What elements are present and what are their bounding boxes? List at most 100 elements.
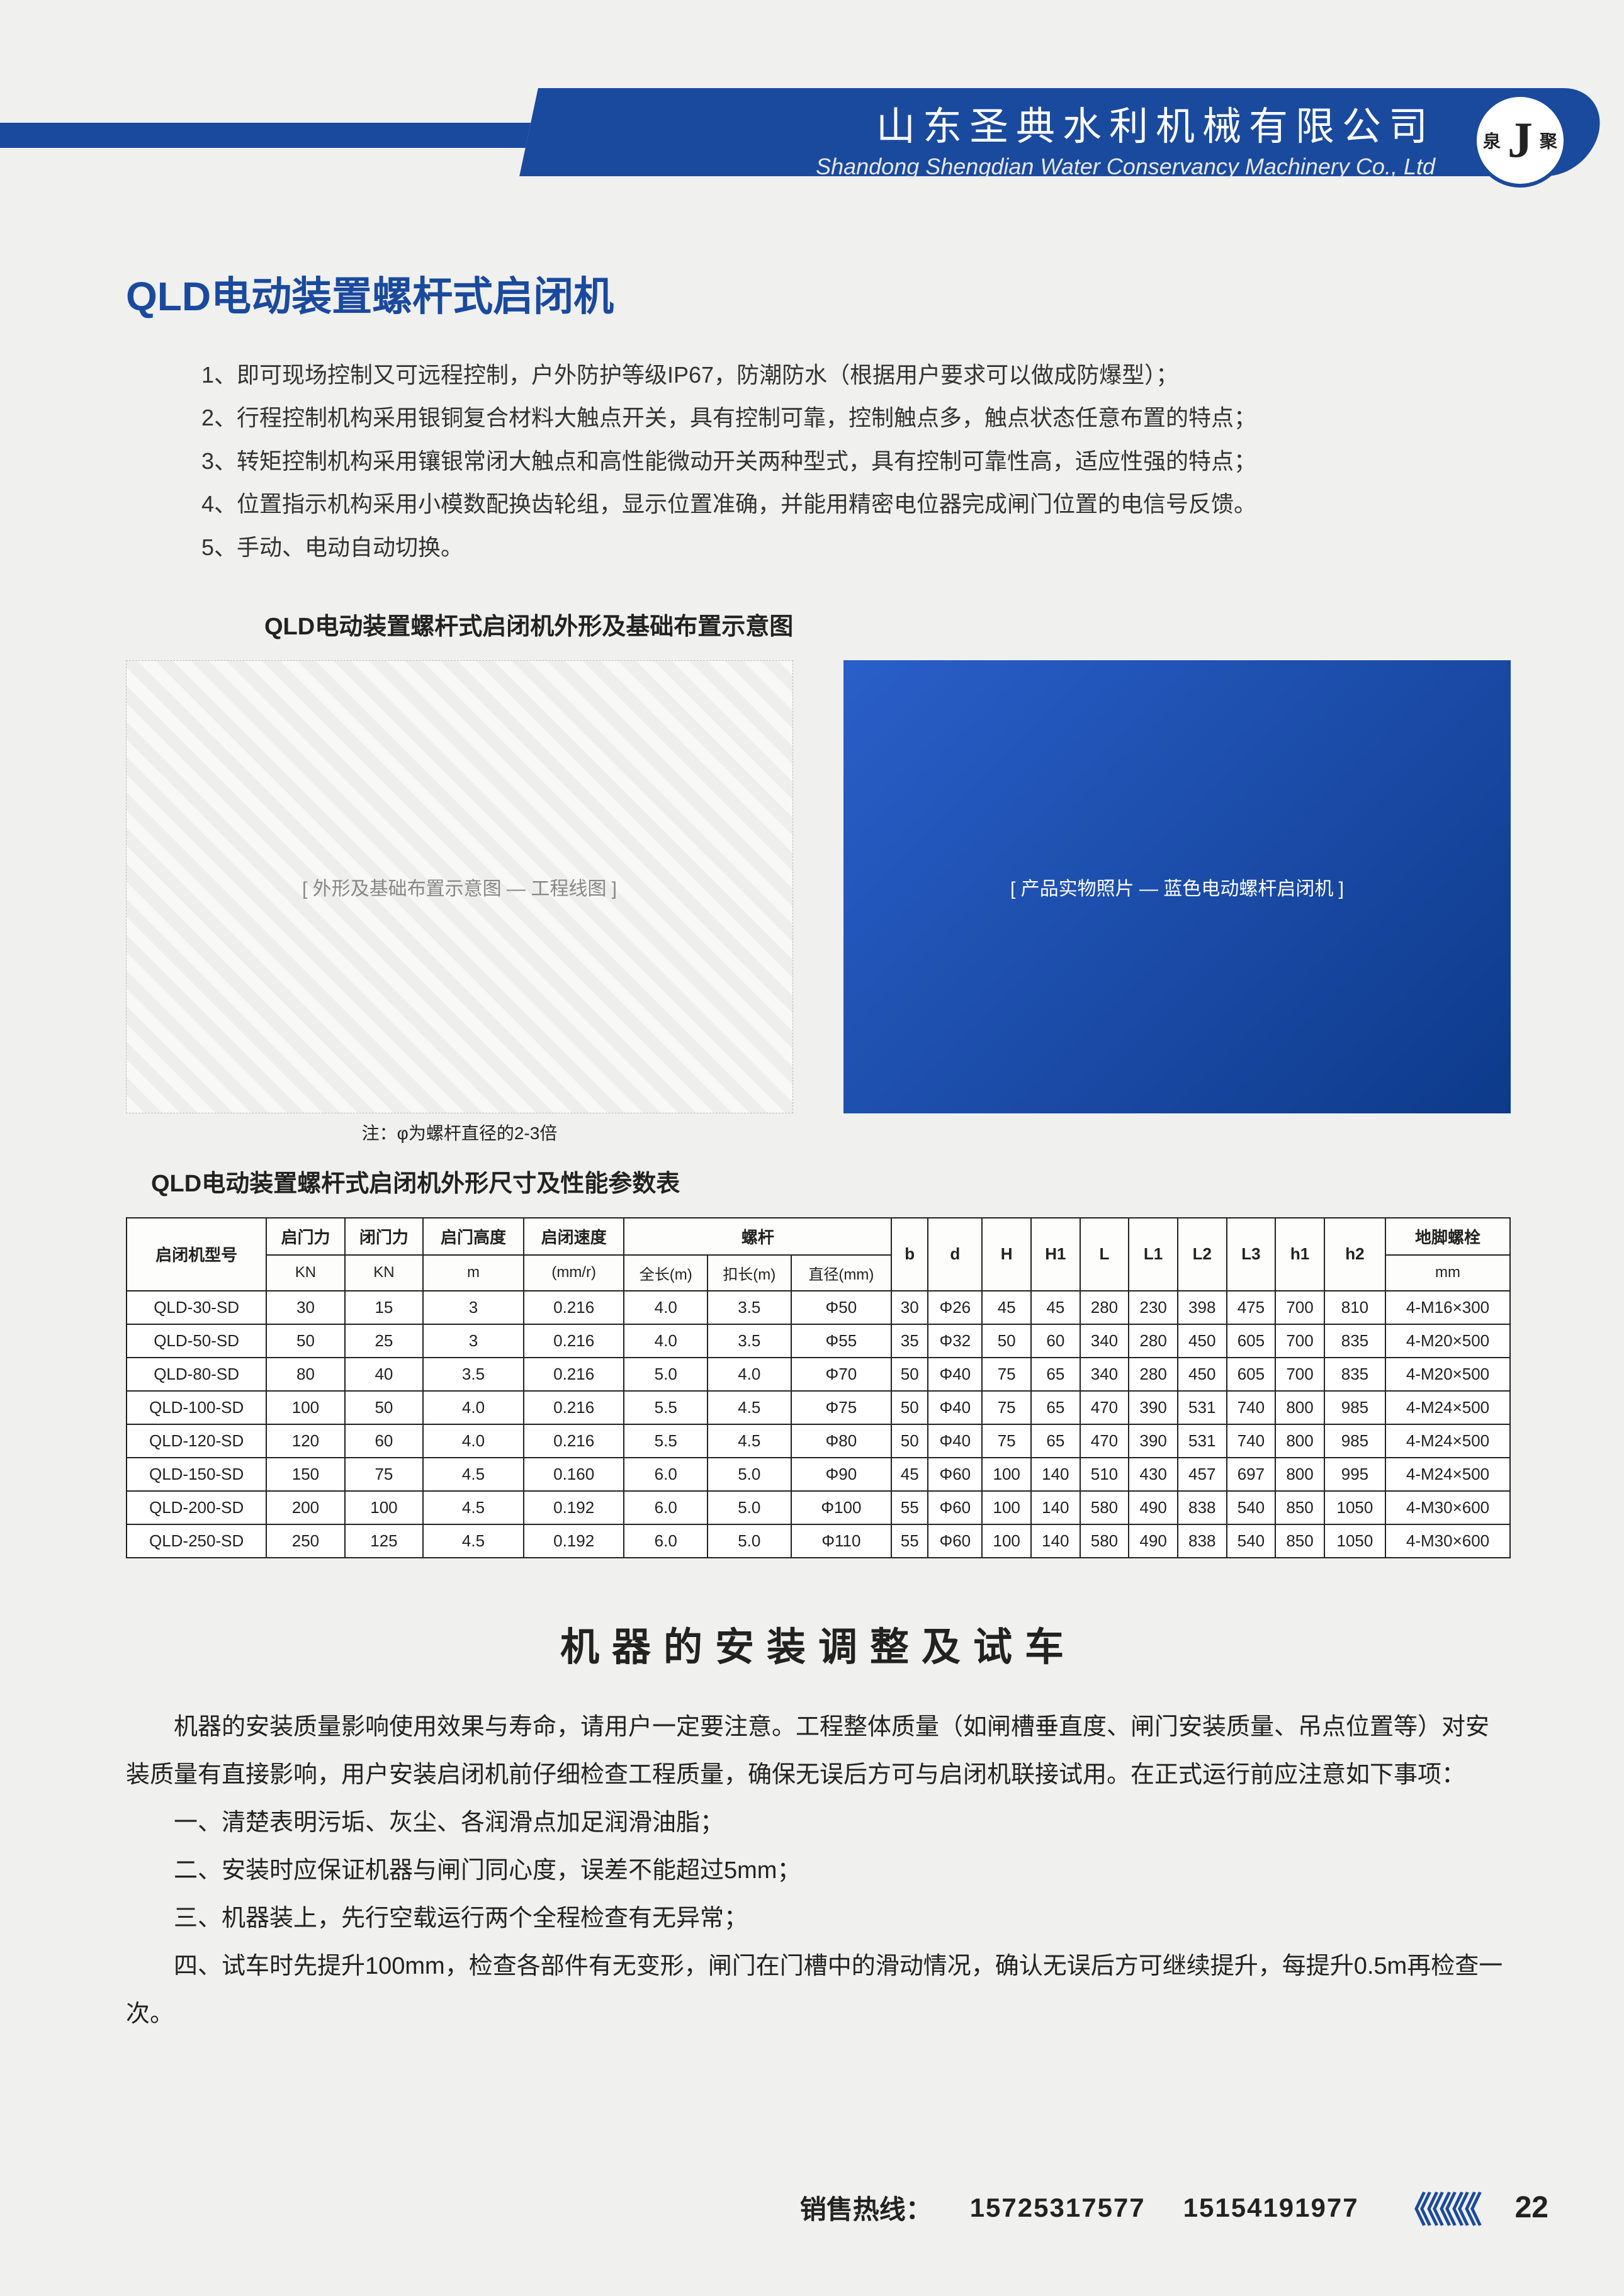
table-row: QLD-50-SD502530.2164.03.5Φ5535Φ325060340… — [127, 1324, 1510, 1358]
table-cell: Φ40 — [928, 1391, 982, 1424]
table-cell: 4-M24×500 — [1385, 1424, 1510, 1458]
table-cell: 3.5 — [708, 1291, 791, 1324]
table-cell: 35 — [891, 1324, 928, 1358]
table-cell: 985 — [1324, 1391, 1385, 1424]
table-cell: 470 — [1080, 1391, 1129, 1424]
table-cell: 470 — [1080, 1424, 1129, 1458]
feature-item: 2、行程控制机构采用银铜复合材料大触点开关，具有控制可靠，控制触点多，触点状态任… — [201, 397, 1511, 439]
table-cell: 120 — [266, 1424, 344, 1458]
table-cell: 340 — [1080, 1358, 1129, 1391]
th-H: H — [982, 1218, 1031, 1291]
table-cell: Φ75 — [791, 1391, 892, 1424]
table-cell: 230 — [1129, 1291, 1178, 1324]
table-cell: 850 — [1275, 1491, 1324, 1524]
table-cell: 740 — [1227, 1424, 1276, 1458]
table-cell: 340 — [1080, 1324, 1129, 1358]
table-cell: 125 — [345, 1524, 423, 1558]
table-cell: 280 — [1129, 1324, 1178, 1358]
phone-2: 15154191977 — [1183, 2193, 1359, 2223]
th-open-u: KN — [266, 1255, 344, 1291]
install-item: 一、清楚表明污垢、灰尘、各润滑点加足润滑油脂； — [126, 1799, 1511, 1847]
table-cell: 605 — [1227, 1324, 1276, 1358]
table-cell: 60 — [345, 1424, 423, 1458]
table-cell: 430 — [1129, 1458, 1178, 1491]
th-h2: h2 — [1324, 1218, 1385, 1291]
table-cell: 740 — [1227, 1391, 1276, 1424]
table-cell: 0.216 — [524, 1391, 624, 1424]
table-cell: Φ100 — [791, 1491, 892, 1524]
feature-item: 1、即可现场控制又可远程控制，户外防护等级IP67，防潮防水（根据用户要求可以做… — [201, 354, 1511, 397]
table-cell: 15 — [345, 1291, 423, 1324]
table-title: QLD电动装置螺杆式启闭机外形尺寸及性能参数表 — [151, 1164, 1511, 1198]
table-row: QLD-250-SD2501254.50.1926.05.0Φ11055Φ601… — [127, 1524, 1510, 1558]
table-cell: 0.192 — [524, 1491, 624, 1524]
table-cell: Φ50 — [791, 1291, 892, 1324]
table-cell: 65 — [1031, 1424, 1080, 1458]
feature-list: 1、即可现场控制又可远程控制，户外防护等级IP67，防潮防水（根据用户要求可以做… — [201, 354, 1511, 569]
table-cell: 4.5 — [423, 1458, 524, 1491]
table-cell: QLD-80-SD — [127, 1358, 266, 1391]
table-cell: 75 — [345, 1458, 423, 1491]
table-cell: 700 — [1275, 1324, 1324, 1358]
table-cell: 995 — [1324, 1458, 1385, 1491]
table-cell: 50 — [891, 1424, 928, 1458]
table-cell: 50 — [891, 1358, 928, 1391]
table-cell: 45 — [982, 1291, 1031, 1324]
feature-item: 4、位置指示机构采用小模数配换齿轮组，显示位置准确，并能用精密电位器完成闸门位置… — [201, 483, 1511, 526]
table-cell: 6.0 — [624, 1491, 708, 1524]
table-cell: 140 — [1031, 1458, 1080, 1491]
page-number: 22 — [1515, 2190, 1548, 2225]
table-cell: 5.0 — [708, 1524, 791, 1558]
th-h1: h1 — [1275, 1218, 1324, 1291]
table-cell: Φ40 — [928, 1358, 982, 1391]
table-cell: 580 — [1080, 1491, 1129, 1524]
table-row: QLD-120-SD120604.00.2165.54.5Φ8050Φ40756… — [127, 1424, 1510, 1458]
table-cell: 80 — [266, 1358, 344, 1391]
table-cell: 4.0 — [423, 1391, 524, 1424]
th-model: 启闭机型号 — [127, 1218, 266, 1291]
table-cell: 0.160 — [524, 1458, 624, 1491]
table-cell: 985 — [1324, 1424, 1385, 1458]
table-cell: 4.5 — [708, 1391, 791, 1424]
diagram-note: 注：φ为螺杆直径的2-3倍 — [126, 1120, 793, 1145]
table-cell: 250 — [266, 1524, 344, 1558]
table-cell: 838 — [1178, 1524, 1227, 1558]
table-cell: 398 — [1178, 1291, 1227, 1324]
engineering-drawing: [ 外形及基础布置示意图 — 工程线图 ] 注：φ为螺杆直径的2-3倍 — [126, 660, 793, 1113]
table-cell: 390 — [1129, 1424, 1178, 1458]
th-fulllen: 全长(m) — [624, 1255, 708, 1291]
logo-right-char: 聚 — [1540, 128, 1557, 153]
table-cell: 50 — [891, 1391, 928, 1424]
phone-1: 15725317577 — [970, 2193, 1146, 2223]
table-cell: 800 — [1275, 1424, 1324, 1458]
table-cell: 4-M24×500 — [1385, 1391, 1510, 1424]
table-cell: 5.0 — [624, 1358, 708, 1391]
table-cell: 45 — [1031, 1291, 1080, 1324]
table-cell: 390 — [1129, 1391, 1178, 1424]
th-speed: 启闭速度 — [524, 1218, 624, 1255]
table-cell: 5.5 — [624, 1424, 708, 1458]
table-cell: 30 — [266, 1291, 344, 1324]
table-cell: 50 — [982, 1324, 1031, 1358]
table-cell: 5.0 — [708, 1458, 791, 1491]
table-cell: Φ26 — [928, 1291, 982, 1324]
table-cell: 0.192 — [524, 1524, 624, 1558]
table-cell: 100 — [345, 1491, 423, 1524]
install-intro: 机器的安装质量影响使用效果与寿命，请用户一定要注意。工程整体质量（如闸槽垂直度、… — [126, 1703, 1511, 1799]
table-cell: 0.216 — [524, 1358, 624, 1391]
table-cell: 200 — [266, 1491, 344, 1524]
table-row: QLD-150-SD150754.50.1606.05.0Φ9045Φ60100… — [127, 1458, 1510, 1491]
table-cell: 4.0 — [624, 1324, 708, 1358]
table-cell: 40 — [345, 1358, 423, 1391]
table-cell: 75 — [982, 1391, 1031, 1424]
table-head: 启闭机型号 启门力 闭门力 启门高度 启闭速度 螺杆 b d H H1 L L1… — [127, 1218, 1510, 1291]
table-cell: 850 — [1275, 1524, 1324, 1558]
table-cell: QLD-200-SD — [127, 1491, 266, 1524]
table-body: QLD-30-SD301530.2164.03.5Φ5030Φ264545280… — [127, 1291, 1510, 1558]
table-cell: 45 — [891, 1458, 928, 1491]
table-cell: QLD-30-SD — [127, 1291, 266, 1324]
table-cell: Φ40 — [928, 1424, 982, 1458]
table-row: QLD-100-SD100504.00.2165.54.5Φ7550Φ40756… — [127, 1391, 1510, 1424]
table-cell: 605 — [1227, 1358, 1276, 1391]
table-cell: 800 — [1275, 1458, 1324, 1491]
